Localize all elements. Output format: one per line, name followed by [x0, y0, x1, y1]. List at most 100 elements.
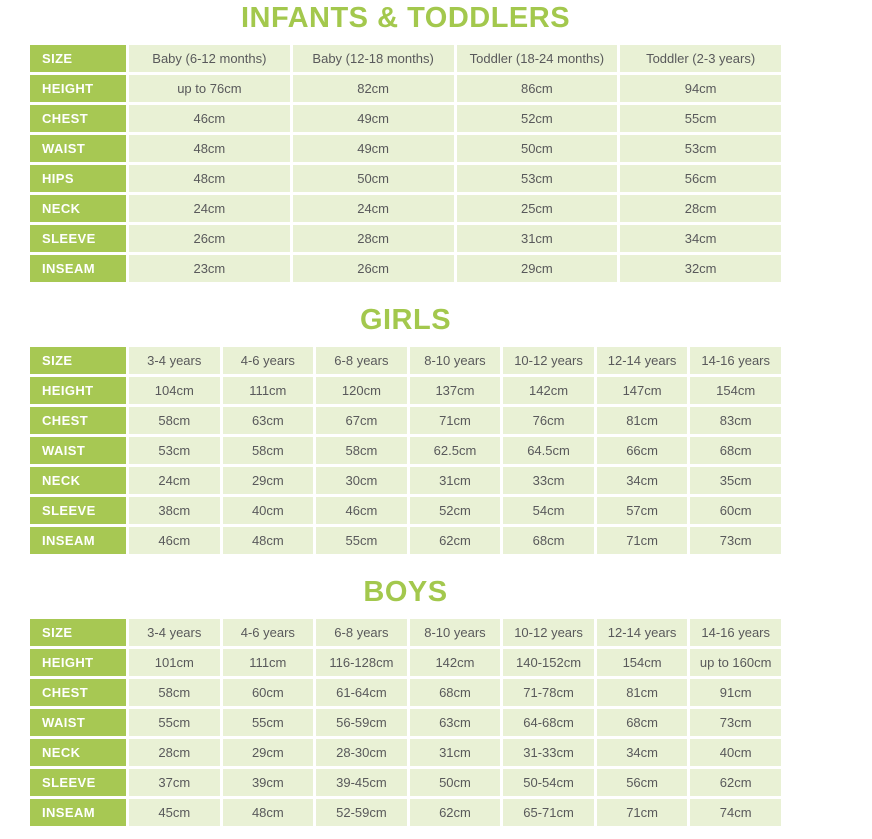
- measurement-value-cell: 60cm: [690, 497, 781, 524]
- measurement-value-cell: 57cm: [596, 497, 688, 524]
- measurement-value-cell: 67cm: [316, 407, 407, 434]
- table-row: HEIGHT 104cm 111cm 120cm 137cm 142cm 147cm 154c…: [30, 377, 781, 404]
- measurement-value-cell: 29cm: [222, 739, 314, 766]
- column-header-cell: 10-12 years: [503, 619, 594, 646]
- measurement-value-cell: 53cm: [620, 135, 781, 162]
- measurement-value-cell: 25cm: [456, 195, 618, 222]
- measurement-label-cell: INSEAM: [30, 255, 126, 282]
- measurement-value-cell: 31cm: [409, 739, 501, 766]
- measurement-value-cell: 39-45cm: [316, 769, 407, 796]
- measurement-value-cell: 50cm: [409, 769, 501, 796]
- measurement-value-cell: 65-71cm: [503, 799, 594, 826]
- column-header-cell: Toddler (18-24 months): [456, 45, 618, 72]
- measurement-value-cell: 54cm: [503, 497, 594, 524]
- measurement-value-cell: 26cm: [129, 225, 290, 252]
- measurement-value-cell: 45cm: [129, 799, 220, 826]
- measurement-value-cell: 68cm: [690, 437, 781, 464]
- measurement-value-cell: 142cm: [409, 649, 501, 676]
- measurement-value-cell: 56cm: [596, 769, 688, 796]
- column-header-cell: Baby (12-18 months): [292, 45, 454, 72]
- table-row: SLEEVE 26cm 28cm 31cm 34cm: [30, 225, 781, 252]
- measurement-value-cell: 66cm: [596, 437, 688, 464]
- measurement-value-cell: 116-128cm: [316, 649, 407, 676]
- measurement-value-cell: 24cm: [292, 195, 454, 222]
- measurement-value-cell: 31cm: [456, 225, 618, 252]
- measurement-value-cell: 73cm: [690, 527, 781, 554]
- column-header-cell: 4-6 years: [222, 619, 314, 646]
- measurement-label-cell: WAIST: [30, 437, 126, 464]
- measurement-label-cell: HEIGHT: [30, 377, 126, 404]
- measurement-value-cell: 23cm: [129, 255, 290, 282]
- measurement-value-cell: 62cm: [690, 769, 781, 796]
- table-row: CHEST 46cm 49cm 52cm 55cm: [30, 105, 781, 132]
- measurement-value-cell: 49cm: [292, 105, 454, 132]
- measurement-value-cell: 140-152cm: [503, 649, 594, 676]
- column-header-cell: 3-4 years: [129, 619, 220, 646]
- measurement-label-cell: NECK: [30, 195, 126, 222]
- section-girls: GIRLS SIZE 3-4 years 4-6 years 6-8 years 8-1…: [30, 304, 872, 557]
- measurement-value-cell: 26cm: [292, 255, 454, 282]
- column-header-cell: 14-16 years: [690, 347, 781, 374]
- measurement-value-cell: 46cm: [129, 105, 290, 132]
- measurement-value-cell: 58cm: [222, 437, 314, 464]
- measurement-value-cell: 48cm: [129, 165, 290, 192]
- measurement-value-cell: 73cm: [690, 709, 781, 736]
- measurement-label-cell: SLEEVE: [30, 497, 126, 524]
- measurement-value-cell: 38cm: [129, 497, 220, 524]
- measurement-label-cell: SLEEVE: [30, 225, 126, 252]
- table-row: CHEST 58cm 60cm 61-64cm 68cm 71-78cm 81cm 91cm: [30, 679, 781, 706]
- column-header-cell: 12-14 years: [596, 347, 688, 374]
- column-header-cell: 12-14 years: [596, 619, 688, 646]
- measurement-label-cell: HEIGHT: [30, 75, 126, 102]
- measurement-label-cell: WAIST: [30, 135, 126, 162]
- table-row: INSEAM 46cm 48cm 55cm 62cm 68cm 71cm 73cm: [30, 527, 781, 554]
- measurement-value-cell: 52-59cm: [316, 799, 407, 826]
- measurement-value-cell: 24cm: [129, 195, 290, 222]
- table-row: NECK 28cm 29cm 28-30cm 31cm 31-33cm 34cm 40cm: [30, 739, 781, 766]
- measurement-value-cell: 64.5cm: [503, 437, 594, 464]
- measurement-value-cell: 86cm: [456, 75, 618, 102]
- measurement-value-cell: 62cm: [409, 799, 501, 826]
- table-row: SLEEVE 38cm 40cm 46cm 52cm 54cm 57cm 60cm: [30, 497, 781, 524]
- measurement-value-cell: 28cm: [129, 739, 220, 766]
- measurement-label-cell: NECK: [30, 739, 126, 766]
- section-boys: BOYS SIZE 3-4 years 4-6 years 6-8 years 8-10…: [30, 576, 872, 829]
- measurement-value-cell: up to 160cm: [690, 649, 781, 676]
- measurement-value-cell: 50cm: [456, 135, 618, 162]
- measurement-value-cell: 37cm: [129, 769, 220, 796]
- measurement-value-cell: 71cm: [596, 799, 688, 826]
- measurement-value-cell: 81cm: [596, 407, 688, 434]
- measurement-value-cell: 28-30cm: [316, 739, 407, 766]
- measurement-value-cell: 34cm: [620, 225, 781, 252]
- measurement-value-cell: 34cm: [596, 739, 688, 766]
- measurement-value-cell: 29cm: [456, 255, 618, 282]
- table-row: NECK 24cm 29cm 30cm 31cm 33cm 34cm 35cm: [30, 467, 781, 494]
- measurement-value-cell: 63cm: [222, 407, 314, 434]
- measurement-value-cell: 94cm: [620, 75, 781, 102]
- size-label-cell: SIZE: [30, 45, 126, 72]
- measurement-label-cell: INSEAM: [30, 799, 126, 826]
- section-title-girls: GIRLS: [359, 304, 452, 336]
- table-header-row: SIZE 3-4 years 4-6 years 6-8 years 8-10 year…: [30, 619, 781, 646]
- measurement-value-cell: 28cm: [292, 225, 454, 252]
- measurement-value-cell: 62cm: [409, 527, 501, 554]
- table-row: CHEST 58cm 63cm 67cm 71cm 76cm 81cm 83cm: [30, 407, 781, 434]
- size-table-boys: SIZE 3-4 years 4-6 years 6-8 years 8-10 year…: [27, 616, 784, 829]
- measurement-value-cell: 56cm: [620, 165, 781, 192]
- size-table-infants-toddlers: SIZE Baby (6-12 months) Baby (12-18 months…: [27, 42, 784, 285]
- measurement-value-cell: 34cm: [596, 467, 688, 494]
- measurement-value-cell: 91cm: [690, 679, 781, 706]
- measurement-value-cell: 76cm: [503, 407, 594, 434]
- column-header-cell: 10-12 years: [503, 347, 594, 374]
- measurement-value-cell: 61-64cm: [316, 679, 407, 706]
- table-row: WAIST 55cm 55cm 56-59cm 63cm 64-68cm 68cm 73cm: [30, 709, 781, 736]
- measurement-label-cell: HIPS: [30, 165, 126, 192]
- measurement-value-cell: 55cm: [129, 709, 220, 736]
- measurement-value-cell: 50-54cm: [503, 769, 594, 796]
- column-header-cell: 8-10 years: [409, 347, 501, 374]
- column-header-cell: Baby (6-12 months): [129, 45, 290, 72]
- column-header-cell: Toddler (2-3 years): [620, 45, 781, 72]
- measurement-label-cell: CHEST: [30, 105, 126, 132]
- measurement-value-cell: up to 76cm: [129, 75, 290, 102]
